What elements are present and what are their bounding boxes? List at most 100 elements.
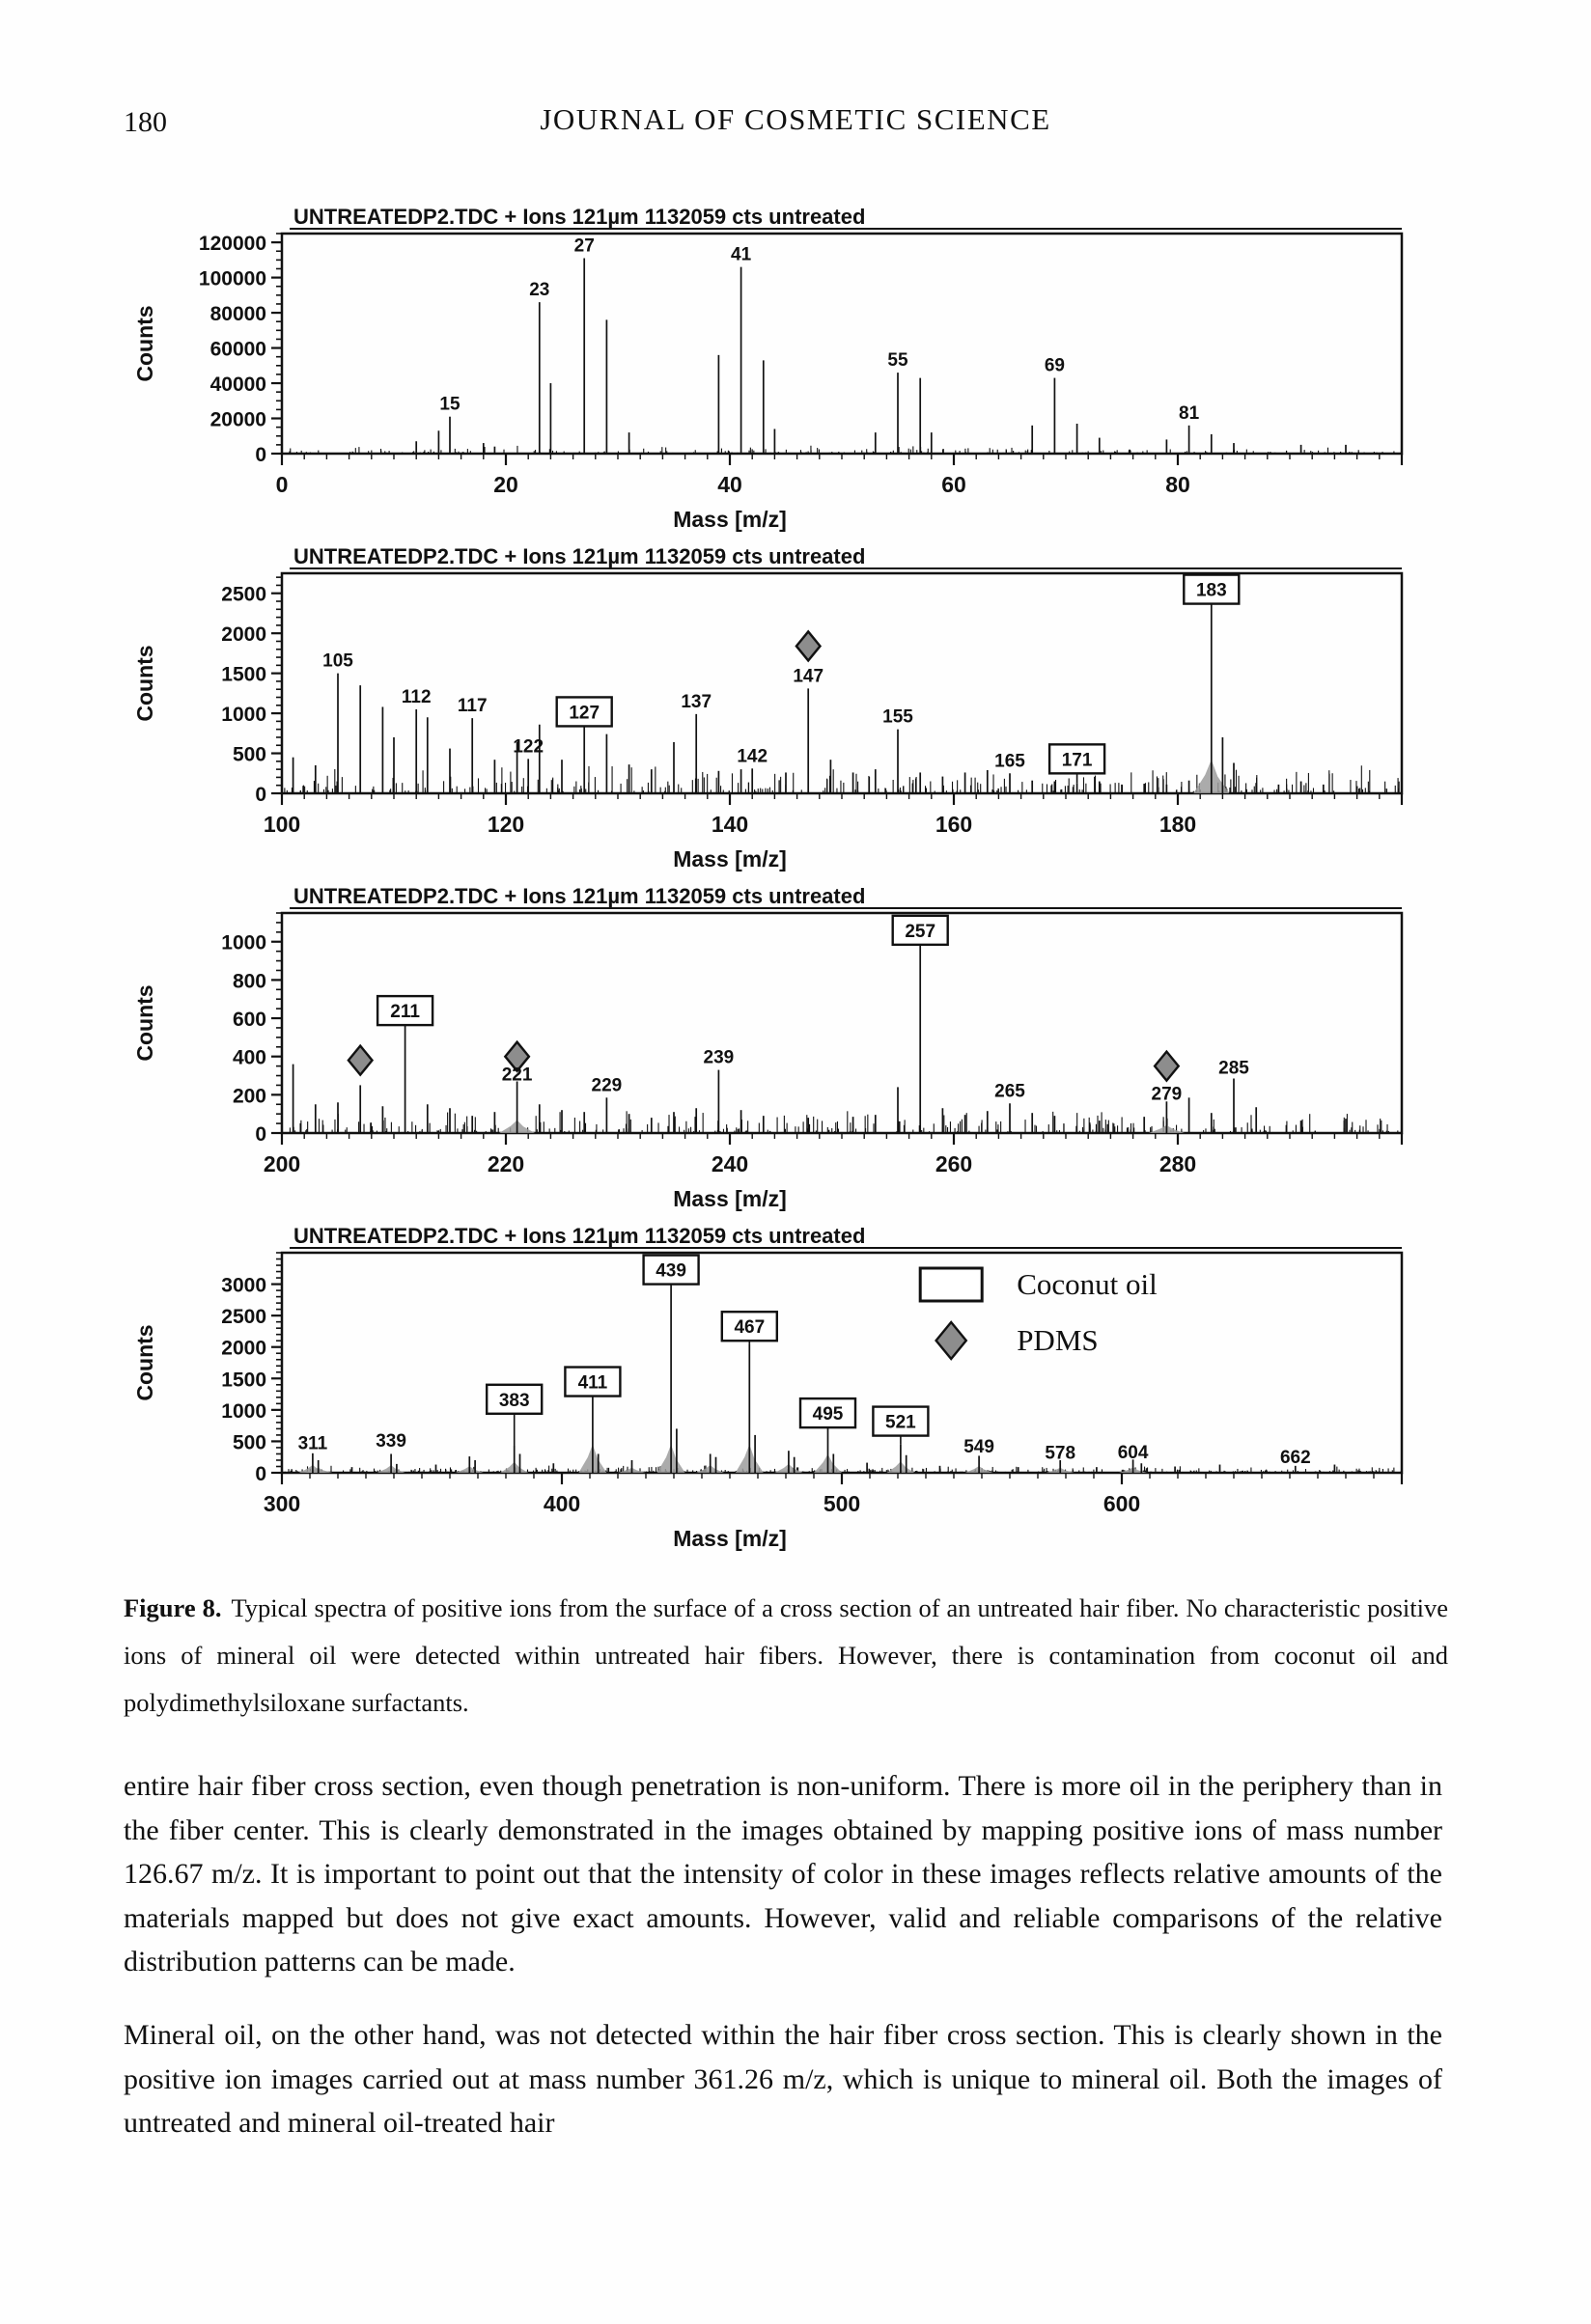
svg-text:55: 55 [887,350,908,371]
svg-text:549: 549 [963,1437,994,1457]
svg-text:211: 211 [390,1002,420,1022]
svg-text:220: 220 [488,1151,524,1176]
svg-text:280: 280 [1159,1151,1196,1176]
page-number: 180 [124,106,167,138]
body-text: entire hair fiber cross section, even th… [124,1764,1442,2174]
svg-text:383: 383 [499,1391,530,1411]
spectrum-panel-mass-300-700: UNTREATEDP2.TDC + Ions 121µm 1132059 cts… [127,1220,1471,1560]
page-header: 180 JOURNAL OF COSMETIC SCIENCE [124,102,1467,145]
svg-text:41: 41 [731,245,752,265]
svg-text:240: 240 [712,1151,748,1176]
svg-text:0: 0 [276,472,289,497]
svg-text:279: 279 [1152,1084,1183,1104]
svg-text:140: 140 [712,812,748,837]
svg-text:Counts: Counts [132,1324,157,1400]
svg-text:127: 127 [569,703,600,723]
svg-text:Mass [m/z]: Mass [m/z] [673,1186,787,1211]
svg-text:604: 604 [1118,1443,1149,1463]
svg-text:200: 200 [233,1085,266,1107]
svg-text:Mass [m/z]: Mass [m/z] [673,507,787,532]
svg-text:183: 183 [1196,581,1227,601]
svg-text:800: 800 [233,970,266,992]
svg-text:Counts: Counts [132,984,157,1061]
svg-text:120000: 120000 [199,233,266,255]
svg-text:122: 122 [513,736,544,757]
svg-text:40: 40 [717,472,742,497]
svg-text:1500: 1500 [221,664,266,686]
svg-text:3000: 3000 [221,1275,266,1297]
svg-text:239: 239 [704,1048,735,1068]
svg-text:20000: 20000 [210,409,266,431]
svg-text:600: 600 [1103,1491,1140,1516]
svg-text:Mass [m/z]: Mass [m/z] [673,1526,787,1551]
figure-caption: Figure 8. Typical spectra of positive ion… [124,1585,1448,1727]
svg-text:0: 0 [255,1463,266,1485]
svg-text:142: 142 [737,746,768,766]
svg-text:400: 400 [544,1491,580,1516]
svg-text:600: 600 [233,1009,266,1031]
svg-text:285: 285 [1218,1059,1249,1079]
svg-text:2000: 2000 [221,1338,266,1360]
svg-text:311: 311 [298,1434,328,1454]
svg-text:117: 117 [458,696,488,716]
svg-text:265: 265 [994,1081,1025,1101]
svg-text:PDMS: PDMS [1017,1323,1098,1357]
svg-text:1000: 1000 [221,704,266,726]
svg-text:Counts: Counts [132,305,157,381]
svg-text:120: 120 [488,812,524,837]
svg-text:229: 229 [592,1075,623,1095]
svg-text:1500: 1500 [221,1369,266,1391]
svg-text:20: 20 [493,472,518,497]
svg-text:500: 500 [233,1431,266,1453]
svg-text:UNTREATEDP2.TDC + Ions 121µm 1: UNTREATEDP2.TDC + Ions 121µm 1132059 cts… [293,205,865,229]
svg-text:662: 662 [1280,1448,1311,1468]
svg-text:81: 81 [1179,403,1200,424]
svg-text:Mass [m/z]: Mass [m/z] [673,846,787,872]
svg-text:Counts: Counts [132,645,157,721]
svg-text:411: 411 [578,1373,608,1394]
svg-text:439: 439 [656,1261,686,1282]
svg-text:UNTREATEDP2.TDC + Ions 121µm 1: UNTREATEDP2.TDC + Ions 121µm 1132059 cts… [293,884,865,908]
svg-text:80000: 80000 [210,303,266,325]
figure-caption-label: Figure 8. [124,1593,222,1622]
svg-text:137: 137 [681,692,712,712]
journal-title: JOURNAL OF COSMETIC SCIENCE [540,102,1051,136]
svg-text:2500: 2500 [221,584,266,606]
svg-text:60: 60 [941,472,966,497]
svg-text:1000: 1000 [221,1400,266,1423]
svg-text:339: 339 [376,1431,406,1452]
svg-text:500: 500 [233,744,266,766]
body-paragraph-1: entire hair fiber cross section, even th… [124,1770,1442,1978]
spectrum-panel-mass-0-100: UNTREATEDP2.TDC + Ions 121µm 1132059 cts… [127,201,1471,540]
svg-text:260: 260 [935,1151,972,1176]
svg-text:221: 221 [502,1065,533,1086]
svg-text:0: 0 [255,444,266,466]
svg-text:147: 147 [793,666,823,686]
svg-text:400: 400 [233,1047,266,1069]
svg-text:171: 171 [1062,750,1093,770]
svg-text:180: 180 [1159,812,1196,837]
svg-text:521: 521 [885,1413,916,1433]
figure-caption-text: Typical spectra of positive ions from th… [124,1593,1449,1718]
svg-text:257: 257 [905,922,935,942]
svg-text:0: 0 [255,1123,266,1146]
svg-text:112: 112 [402,687,432,707]
spectrum-panel-mass-100-200: UNTREATEDP2.TDC + Ions 121µm 1132059 cts… [127,540,1471,880]
svg-text:Coconut oil: Coconut oil [1017,1267,1158,1301]
spectrum-panel-mass-200-300: UNTREATEDP2.TDC + Ions 121µm 1132059 cts… [127,880,1471,1220]
svg-text:160: 160 [935,812,972,837]
svg-text:155: 155 [882,707,913,728]
svg-text:40000: 40000 [210,374,266,396]
svg-text:495: 495 [813,1404,844,1425]
svg-text:2500: 2500 [221,1306,266,1328]
svg-text:200: 200 [264,1151,300,1176]
svg-text:300: 300 [264,1491,300,1516]
svg-text:80: 80 [1165,472,1190,497]
svg-text:105: 105 [322,651,353,672]
svg-text:15: 15 [439,395,461,415]
svg-text:23: 23 [529,280,549,300]
body-paragraph-2: Mineral oil, on the other hand, was not … [124,2018,1442,2140]
svg-text:0: 0 [255,784,266,806]
svg-text:UNTREATEDP2.TDC + Ions 121µm 1: UNTREATEDP2.TDC + Ions 121µm 1132059 cts… [293,544,865,568]
